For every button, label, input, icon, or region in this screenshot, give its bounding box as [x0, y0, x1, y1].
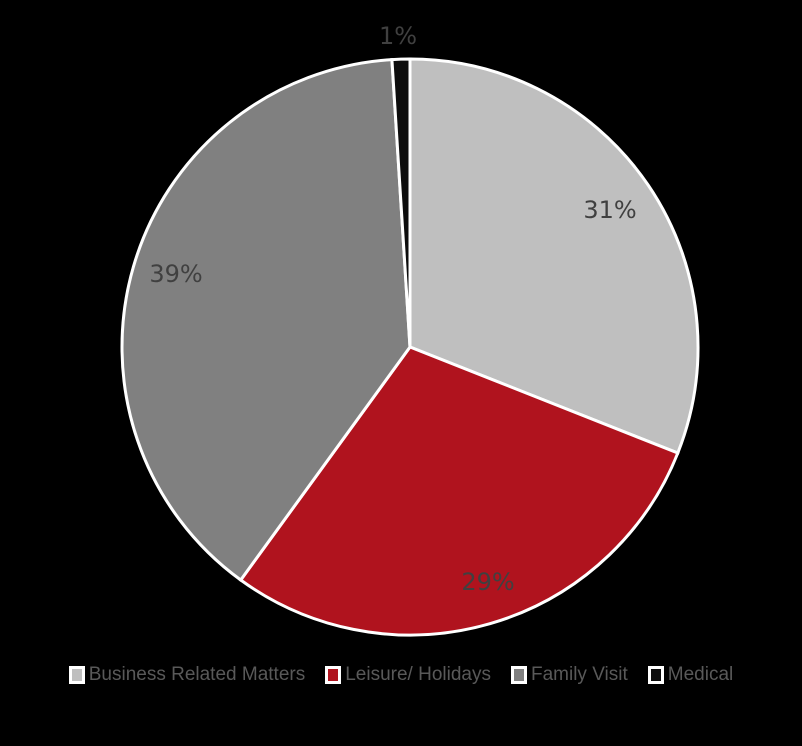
legend-swatch-medical [647, 666, 664, 684]
legend-label-business: Business Related Matters [88, 664, 306, 685]
pie-slice-business[interactable] [408, 57, 700, 455]
pie-slice-leisure[interactable] [238, 345, 680, 637]
data-label-leisure: 29% [461, 568, 514, 596]
pie-chart: 31% 29% 39% 1% [120, 22, 700, 637]
pie-slice-medical[interactable] [390, 57, 412, 348]
legend-swatch-business [68, 666, 85, 684]
legend-swatch-leisure [325, 666, 342, 684]
legend-swatch-family [510, 666, 527, 684]
data-label-medical: 1% [379, 22, 417, 50]
legend-item-leisure[interactable]: Leisure/ Holidays [325, 664, 491, 686]
legend: Business Related Matters Leisure/ Holida… [0, 664, 802, 686]
data-label-business: 31% [583, 196, 636, 224]
legend-item-medical[interactable]: Medical [647, 664, 734, 686]
pie-slice-family[interactable] [120, 57, 412, 583]
legend-label-medical: Medical [667, 664, 734, 685]
data-label-family: 39% [149, 260, 202, 288]
legend-item-business[interactable]: Business Related Matters [68, 664, 306, 686]
legend-label-family: Family Visit [530, 664, 628, 685]
legend-item-family[interactable]: Family Visit [510, 664, 628, 686]
legend-label-leisure: Leisure/ Holidays [345, 664, 491, 685]
